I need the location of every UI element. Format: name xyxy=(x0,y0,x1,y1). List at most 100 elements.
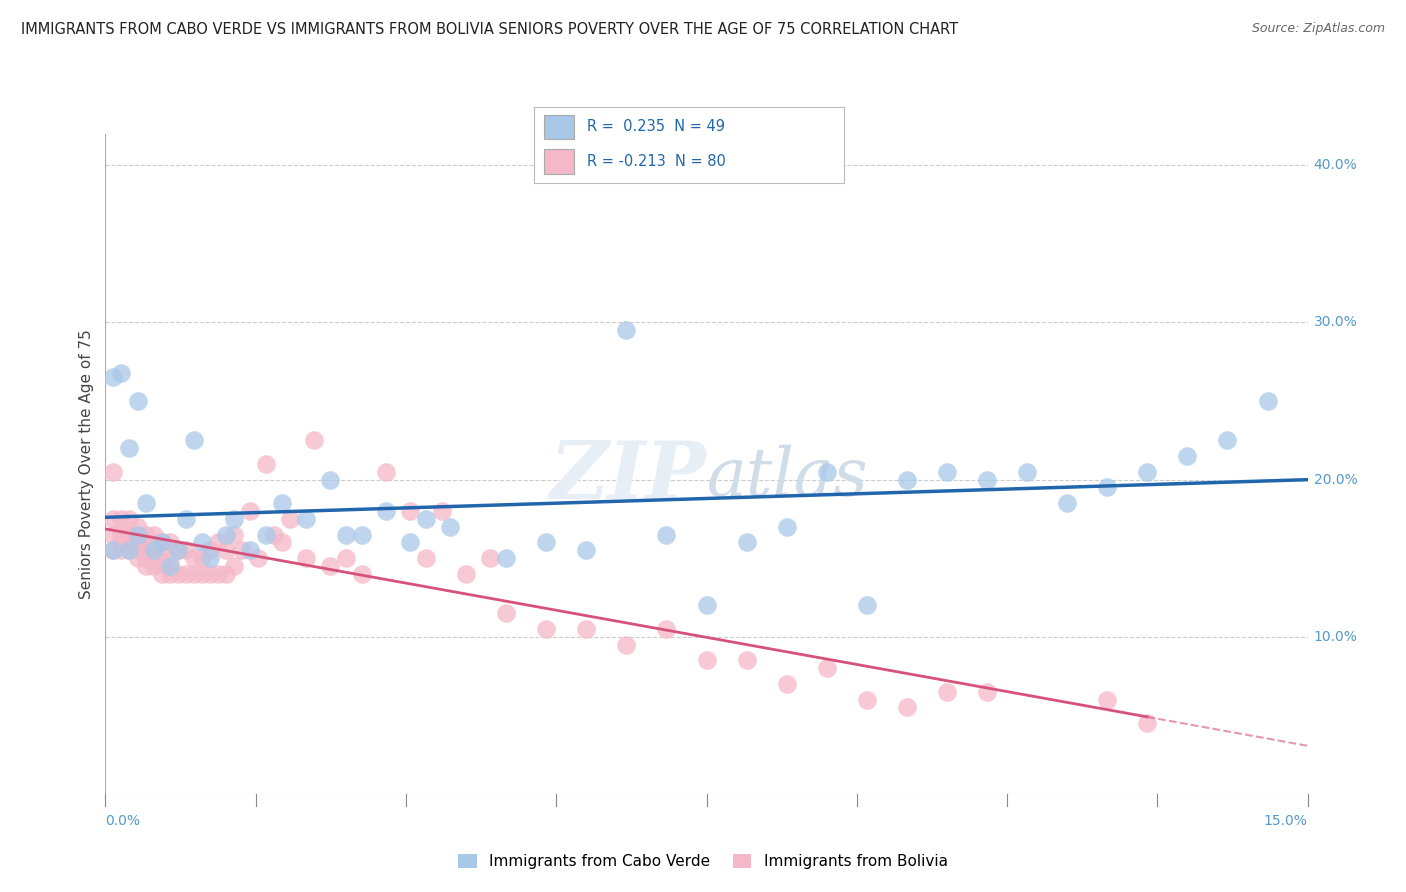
Point xyxy=(118,535,141,549)
Point xyxy=(127,519,149,533)
Point xyxy=(110,366,132,380)
Point xyxy=(135,496,157,510)
Point xyxy=(976,473,998,487)
Point xyxy=(976,684,998,698)
Point xyxy=(198,543,221,558)
Point xyxy=(815,661,838,675)
Point xyxy=(127,394,149,409)
Point xyxy=(135,543,157,558)
Point xyxy=(166,543,188,558)
Point xyxy=(815,465,838,479)
Point xyxy=(696,599,718,613)
Point xyxy=(254,457,277,471)
Point xyxy=(183,566,205,581)
Point xyxy=(399,535,422,549)
Point xyxy=(430,504,453,518)
Point xyxy=(207,535,229,549)
Point xyxy=(270,496,292,510)
Point xyxy=(439,519,461,533)
Point xyxy=(118,527,141,541)
Point xyxy=(110,535,132,549)
Point xyxy=(159,566,181,581)
Point xyxy=(374,504,398,518)
Point xyxy=(655,527,678,541)
Text: 30.0%: 30.0% xyxy=(1313,316,1357,329)
Text: 20.0%: 20.0% xyxy=(1313,473,1357,486)
Point xyxy=(103,527,125,541)
Point xyxy=(103,512,125,526)
Point xyxy=(1017,465,1039,479)
Point xyxy=(103,543,125,558)
Text: 15.0%: 15.0% xyxy=(1264,814,1308,828)
Point xyxy=(118,441,141,455)
Point xyxy=(1136,716,1159,731)
Point xyxy=(142,543,165,558)
Text: IMMIGRANTS FROM CABO VERDE VS IMMIGRANTS FROM BOLIVIA SENIORS POVERTY OVER THE A: IMMIGRANTS FROM CABO VERDE VS IMMIGRANTS… xyxy=(21,22,959,37)
Point xyxy=(214,527,236,541)
Point xyxy=(222,512,245,526)
Point xyxy=(415,551,437,566)
Text: R =  0.235  N = 49: R = 0.235 N = 49 xyxy=(586,120,725,135)
Text: 0.0%: 0.0% xyxy=(105,814,141,828)
Point xyxy=(1136,465,1159,479)
Point xyxy=(399,504,422,518)
Point xyxy=(159,535,181,549)
Point xyxy=(374,465,398,479)
Point xyxy=(142,559,165,574)
Point xyxy=(150,566,173,581)
Point xyxy=(302,434,325,448)
Point xyxy=(142,527,165,541)
Point xyxy=(150,535,173,549)
Point xyxy=(110,512,132,526)
Text: 10.0%: 10.0% xyxy=(1313,630,1357,644)
Point xyxy=(735,653,758,667)
Point xyxy=(495,551,517,566)
Point xyxy=(1177,449,1199,463)
Point xyxy=(174,512,197,526)
Point xyxy=(1056,496,1078,510)
Point xyxy=(110,527,132,541)
Point xyxy=(1257,394,1279,409)
Text: R = -0.213  N = 80: R = -0.213 N = 80 xyxy=(586,154,725,169)
Point xyxy=(127,543,149,558)
Point xyxy=(198,566,221,581)
Y-axis label: Seniors Poverty Over the Age of 75: Seniors Poverty Over the Age of 75 xyxy=(79,329,94,599)
Point xyxy=(239,543,262,558)
Point xyxy=(103,370,125,384)
Point xyxy=(575,622,598,636)
Point xyxy=(127,551,149,566)
Point xyxy=(454,566,477,581)
Point xyxy=(575,543,598,558)
Point xyxy=(110,543,132,558)
Point xyxy=(534,535,557,549)
Point xyxy=(135,551,157,566)
Point xyxy=(319,473,342,487)
Point xyxy=(479,551,502,566)
Point xyxy=(103,543,125,558)
Point xyxy=(295,551,318,566)
Point xyxy=(350,566,373,581)
Point xyxy=(214,543,236,558)
Point xyxy=(135,527,157,541)
Point xyxy=(222,527,245,541)
Point xyxy=(936,684,959,698)
Text: Source: ZipAtlas.com: Source: ZipAtlas.com xyxy=(1251,22,1385,36)
Point xyxy=(655,622,678,636)
Point xyxy=(415,512,437,526)
Point xyxy=(735,535,758,549)
Point xyxy=(896,700,918,714)
Point xyxy=(198,551,221,566)
Point xyxy=(150,543,173,558)
Point xyxy=(350,527,373,541)
Point xyxy=(118,543,141,558)
Point xyxy=(263,527,285,541)
Point xyxy=(183,434,205,448)
Text: atlas: atlas xyxy=(707,444,869,509)
Point xyxy=(534,622,557,636)
Point xyxy=(166,543,188,558)
Point xyxy=(190,566,212,581)
Point xyxy=(295,512,318,526)
FancyBboxPatch shape xyxy=(544,114,575,139)
Point xyxy=(127,535,149,549)
Point xyxy=(319,559,342,574)
